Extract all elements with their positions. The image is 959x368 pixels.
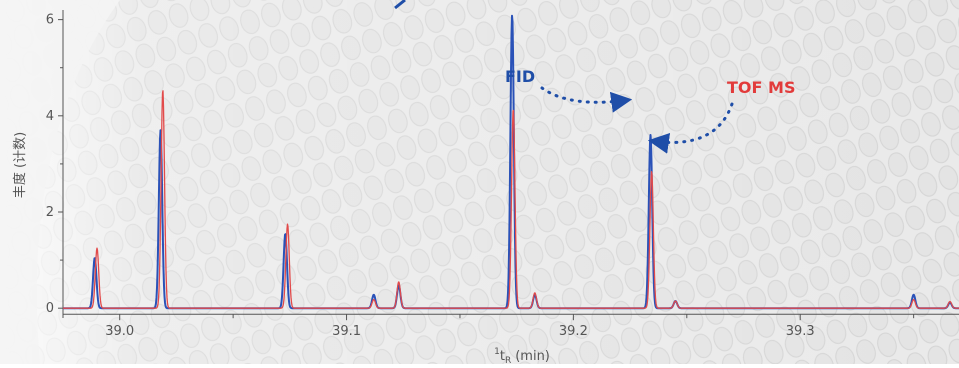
- y-tick-label: 0: [46, 301, 54, 316]
- x-tick-label: 39.2: [559, 324, 588, 339]
- x-tick-label: 39.3: [786, 324, 815, 339]
- y-axis-title: 丰度 (计数): [12, 132, 28, 198]
- x-axis-title: 1tR(min): [494, 347, 550, 364]
- y-tick-label: 6: [46, 13, 54, 28]
- x-tick-label: 39.0: [105, 324, 134, 339]
- y-tick-label: 2: [46, 205, 54, 220]
- x-tick-label: 39.1: [332, 324, 361, 339]
- fid-annotation-label: FID: [505, 67, 535, 86]
- x-axis-title-unit: (min): [515, 349, 550, 364]
- x-axis-title-subscript: R: [505, 356, 511, 364]
- tof-ms-annotation-label: TOF MS: [727, 78, 795, 97]
- y-tick-label: 4: [46, 109, 54, 124]
